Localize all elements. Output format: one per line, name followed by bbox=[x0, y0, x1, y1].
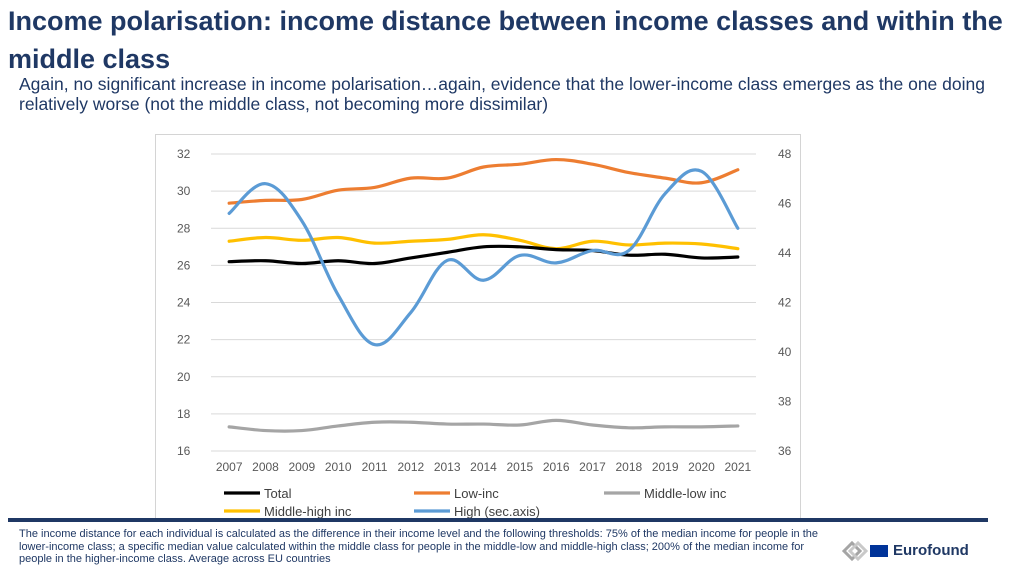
series-line-high-sec-axis bbox=[227, 168, 740, 347]
series-line-total bbox=[227, 244, 740, 266]
divider-bar bbox=[8, 518, 988, 522]
y-tick-label: 22 bbox=[177, 333, 191, 347]
series-line-low-inc bbox=[227, 157, 740, 205]
y-tick-label: 18 bbox=[177, 407, 191, 421]
x-tick-label: 2016 bbox=[543, 460, 570, 474]
y2-tick-label: 48 bbox=[778, 147, 792, 161]
y-tick-label: 16 bbox=[177, 444, 191, 458]
y-tick-label: 20 bbox=[177, 370, 191, 384]
x-tick-label: 2020 bbox=[688, 460, 715, 474]
y2-tick-label: 44 bbox=[778, 246, 792, 260]
series-line-middle-low-inc bbox=[227, 418, 740, 433]
eurofound-logo: Eurofound bbox=[840, 536, 980, 566]
logo-text: Eurofound bbox=[893, 542, 969, 559]
x-tick-label: 2013 bbox=[434, 460, 461, 474]
y2-tick-label: 40 bbox=[778, 345, 792, 359]
x-tick-label: 2017 bbox=[579, 460, 606, 474]
page-title: Income polarisation: income distance bet… bbox=[8, 6, 1003, 74]
x-tick-label: 2019 bbox=[652, 460, 679, 474]
x-tick-label: 2009 bbox=[288, 460, 315, 474]
y-tick-label: 28 bbox=[177, 221, 191, 235]
x-tick-label: 2021 bbox=[724, 460, 751, 474]
x-tick-label: 2015 bbox=[506, 460, 533, 474]
y-tick-label: 24 bbox=[177, 296, 191, 310]
y2-tick-label: 46 bbox=[778, 197, 792, 211]
eu-flag-icon bbox=[870, 545, 888, 557]
footnote: The income distance for each individual … bbox=[19, 528, 818, 565]
eurofound-mark-icon bbox=[841, 540, 868, 562]
x-tick-label: 2011 bbox=[362, 460, 388, 474]
legend-label-middle-high-inc: Middle-high inc bbox=[264, 504, 352, 519]
x-tick-label: 2010 bbox=[325, 460, 352, 474]
x-tick-label: 2018 bbox=[615, 460, 642, 474]
y2-tick-label: 42 bbox=[778, 296, 792, 310]
y-tick-label: 32 bbox=[177, 147, 191, 161]
chart-container: 16 18 20 22 24 26 28 30 32 36 38 40 42 44 46 48 2007 2008… bbox=[155, 134, 801, 520]
page-subtitle: Again, no significant increase in income… bbox=[19, 74, 985, 114]
line-chart: 16 18 20 22 24 26 28 30 32 36 38 40 42 44 46 48 2007 2008… bbox=[177, 147, 792, 519]
legend-label-high-sec-axis: High (sec.axis) bbox=[454, 504, 540, 519]
y-tick-label: 30 bbox=[177, 184, 191, 198]
legend-label-middle-low-inc: Middle-low inc bbox=[644, 486, 727, 501]
y-tick-label: 26 bbox=[177, 258, 191, 272]
x-tick-label: 2008 bbox=[252, 460, 279, 474]
x-tick-label: 2012 bbox=[397, 460, 424, 474]
y2-tick-label: 36 bbox=[778, 444, 792, 458]
x-tick-label: 2014 bbox=[470, 460, 497, 474]
x-tick-label: 2007 bbox=[216, 460, 243, 474]
legend-label-total: Total bbox=[264, 486, 292, 501]
y2-tick-label: 38 bbox=[778, 395, 792, 409]
legend-label-low-inc: Low-inc bbox=[454, 486, 499, 501]
